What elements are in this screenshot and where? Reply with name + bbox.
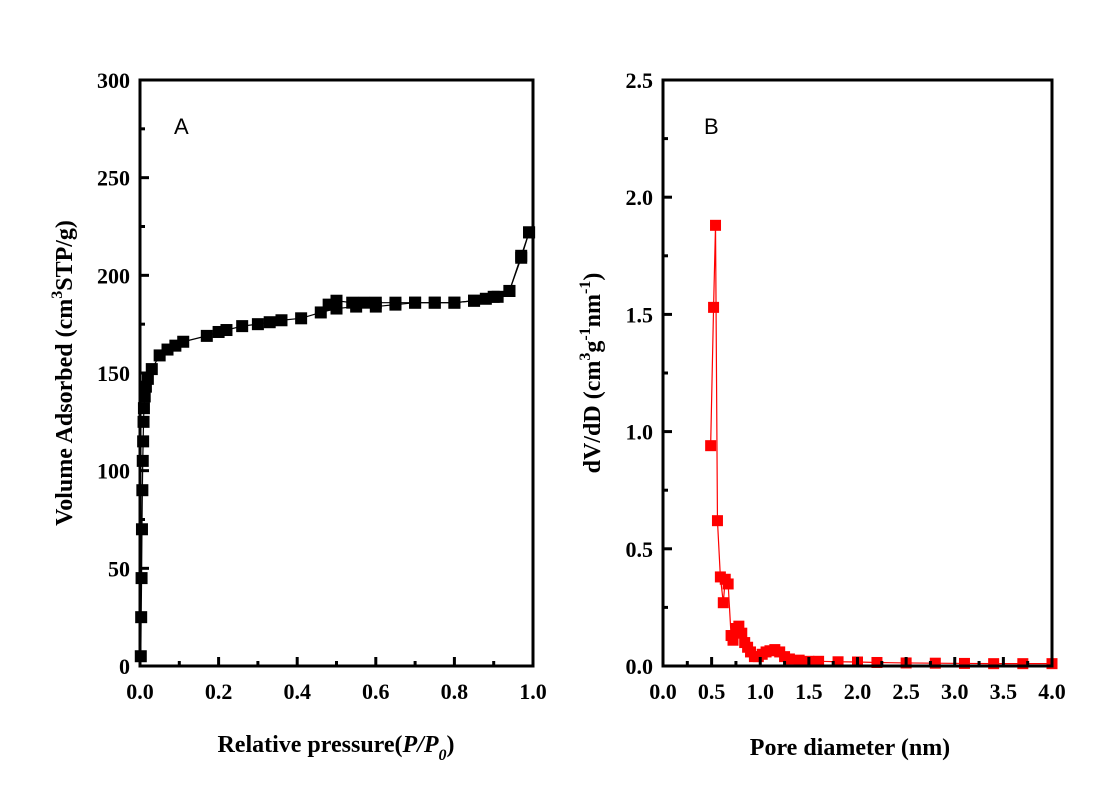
panel-b-data-point (711, 515, 723, 527)
panel-a-data-point (200, 329, 213, 342)
panel-b-y-tick-label: 1.5 (626, 302, 654, 327)
panel-a-y-tick-label: 0 (119, 654, 130, 679)
panel-a-label: A (174, 114, 189, 139)
panel-a-x-tick-label: 0.6 (362, 679, 390, 704)
panel-a-data-point (251, 318, 264, 331)
panel-b-x-tick-label: 0.0 (649, 679, 677, 704)
panel-b-data-point (1017, 658, 1029, 670)
panel-a-y-axis-title: Volume Adsorbed (cm3STP/g) (49, 220, 78, 526)
panel-a-data-point (358, 296, 371, 309)
panel-a-data-point (135, 523, 148, 536)
panel-a-data-point (503, 284, 516, 297)
panel-a-data-point (275, 314, 288, 327)
panel-b-data-point (733, 620, 745, 632)
panel-b-y-tick-label: 2.5 (626, 68, 654, 93)
panel-a-x-tick-label: 0.2 (205, 679, 233, 704)
panel-a-data-point (136, 484, 149, 497)
panel-b-data-point (871, 656, 883, 668)
panel-b-x-tick-label: 3.5 (990, 679, 1018, 704)
panel-a-data-point (369, 296, 382, 309)
panel-b-data-point (736, 627, 748, 639)
panel-a-data-point (138, 390, 151, 403)
panel-a-data-point (515, 249, 528, 262)
panel-a-y-tick-label: 300 (97, 68, 130, 93)
panel-b-data-point (722, 578, 734, 590)
panel-b-data-point (717, 597, 729, 609)
panel-a-y-tick-label: 200 (97, 263, 130, 288)
panel-a-data-point (236, 320, 249, 333)
panel-b-x-tick-label: 3.0 (941, 679, 969, 704)
panel-b-data-point (705, 440, 717, 452)
panel-b: 0.0 0.5 1.0 1.5 2.0 2.5 3.0 3.5 4.0 0.0 0.5 1.0 1.5 2… (577, 68, 1066, 761)
panel-a-x-tick-label: 0.0 (126, 679, 154, 704)
panel-b-x-tick-label: 1.0 (747, 679, 775, 704)
panel-b-label: B (704, 114, 719, 139)
panel-a-y-tick-label: 50 (108, 556, 130, 581)
panel-b-data-point (708, 301, 720, 313)
panel-b-y-tick-label: 0.5 (626, 537, 654, 562)
panel-b-data-point (783, 653, 795, 665)
panel-b-data-point (958, 657, 970, 669)
panel-a-ticks: 0.0 0.2 0.4 0.6 0.8 1.0 0 50 100 150 200 250 300 (97, 68, 547, 704)
panel-b-y-tick-label: 1.0 (626, 420, 654, 445)
panel-a-x-tick-label: 1.0 (519, 679, 547, 704)
panel-b-x-tick-label: 1.5 (795, 679, 823, 704)
panel-b-data-point (988, 658, 1000, 670)
panel-a-y-tick-label: 100 (97, 459, 130, 484)
panel-b-x-tick-label: 4.0 (1038, 679, 1066, 704)
panel-a: 0.0 0.2 0.4 0.6 0.8 1.0 0 50 100 150 200 250 300 A R… (49, 68, 547, 764)
panel-a-data-point (468, 294, 481, 307)
panel-a-data-point (409, 296, 422, 309)
panel-b-data-point (793, 654, 805, 666)
panel-a-x-tick-label: 0.4 (283, 679, 311, 704)
panel-b-data-point (727, 634, 739, 646)
panel-b-y-tick-label: 0.0 (626, 654, 654, 679)
panel-a-y-tick-label: 150 (97, 361, 130, 386)
panel-a-x-tick-label: 0.8 (441, 679, 469, 704)
panel-a-data-point (448, 296, 461, 309)
panel-a-data-point (135, 572, 148, 585)
panel-b-y-axis-title: dV/dD (cm3g-1nm-1) (577, 273, 606, 474)
panel-b-x-tick-label: 2.0 (844, 679, 872, 704)
panel-a-data-point (263, 316, 276, 329)
panel-b-x-tick-label: 0.5 (698, 679, 726, 704)
panel-a-data-point (322, 298, 335, 311)
panel-a-data-point (141, 372, 154, 385)
panel-a-data-point (177, 335, 190, 348)
panel-b-data-layer (705, 219, 1058, 670)
panel-a-data-point (346, 296, 359, 309)
panel-a-data-point (389, 296, 402, 309)
panel-b-series-line-0 (710, 225, 1052, 665)
panel-b-x-tick-label: 2.5 (892, 679, 920, 704)
panel-b-data-point (710, 219, 722, 231)
panel-b-x-axis-title: Pore diameter (nm) (750, 735, 950, 761)
panel-a-data-point (487, 290, 500, 303)
panel-b-data-point (813, 655, 825, 667)
panel-a-frame (138, 78, 535, 668)
panel-a-data-layer (134, 226, 536, 663)
panel-a-y-tick-label: 250 (97, 166, 130, 191)
panel-a-x-axis-title: Relative pressure(P/P0) (217, 732, 454, 764)
panel-b-y-tick-label: 2.0 (626, 185, 654, 210)
panel-b-data-point (832, 656, 844, 668)
panel-b-ticks: 0.0 0.5 1.0 1.5 2.0 2.5 3.0 3.5 4.0 0.0 0.5 1.0 1.5 2… (626, 68, 1066, 704)
panel-b-data-point (929, 657, 941, 669)
panel-a-data-point (428, 296, 441, 309)
panel-a-data-point (295, 312, 308, 325)
panel-a-data-point (220, 324, 233, 337)
